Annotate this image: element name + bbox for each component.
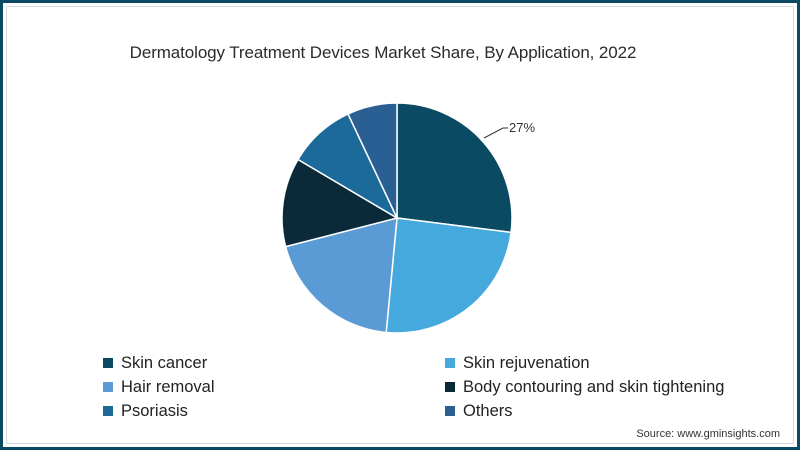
slice-label-skin-cancer: 27% bbox=[509, 120, 535, 135]
legend-swatch bbox=[445, 406, 455, 416]
label-leader-line bbox=[483, 127, 508, 139]
legend-swatch bbox=[445, 358, 455, 368]
legend-label: Skin cancer bbox=[121, 353, 208, 372]
legend-label: Body contouring and skin tightening bbox=[463, 377, 725, 396]
chart-inner-border bbox=[6, 6, 794, 444]
legend-swatch bbox=[103, 406, 113, 416]
source-note: Source: www.gminsights.com bbox=[636, 428, 780, 440]
pie-slice-body-contouring-and-skin-tightening[interactable] bbox=[281, 158, 399, 248]
legend-swatch bbox=[445, 382, 455, 392]
legend-item-body-contouring[interactable]: Body contouring and skin tightening bbox=[445, 376, 783, 398]
legend-item-psoriasis[interactable]: Psoriasis bbox=[103, 400, 445, 422]
legend-label: Hair removal bbox=[121, 377, 215, 396]
pie-slice-skin-rejuvenation[interactable] bbox=[385, 217, 512, 334]
pie-slice-hair-removal[interactable] bbox=[284, 217, 398, 334]
legend-label: Others bbox=[463, 401, 513, 420]
legend-label: Psoriasis bbox=[121, 401, 188, 420]
chart-title: Dermatology Treatment Devices Market Sha… bbox=[0, 43, 800, 63]
chart-title-text: Dermatology Treatment Devices Market Sha… bbox=[129, 43, 637, 62]
legend-label: Skin rejuvenation bbox=[463, 353, 590, 372]
legend: Skin cancer Skin rejuvenation Hair remov… bbox=[103, 352, 783, 422]
pie-slices bbox=[281, 102, 513, 334]
legend-item-skin-cancer[interactable]: Skin cancer bbox=[103, 352, 445, 374]
pie-slice-others[interactable] bbox=[347, 102, 398, 219]
legend-item-others[interactable]: Others bbox=[445, 400, 783, 422]
legend-swatch bbox=[103, 358, 113, 368]
legend-item-skin-rejuvenation[interactable]: Skin rejuvenation bbox=[445, 352, 783, 374]
legend-swatch bbox=[103, 382, 113, 392]
legend-item-hair-removal[interactable]: Hair removal bbox=[103, 376, 445, 398]
pie-slice-skin-cancer[interactable] bbox=[396, 102, 513, 234]
